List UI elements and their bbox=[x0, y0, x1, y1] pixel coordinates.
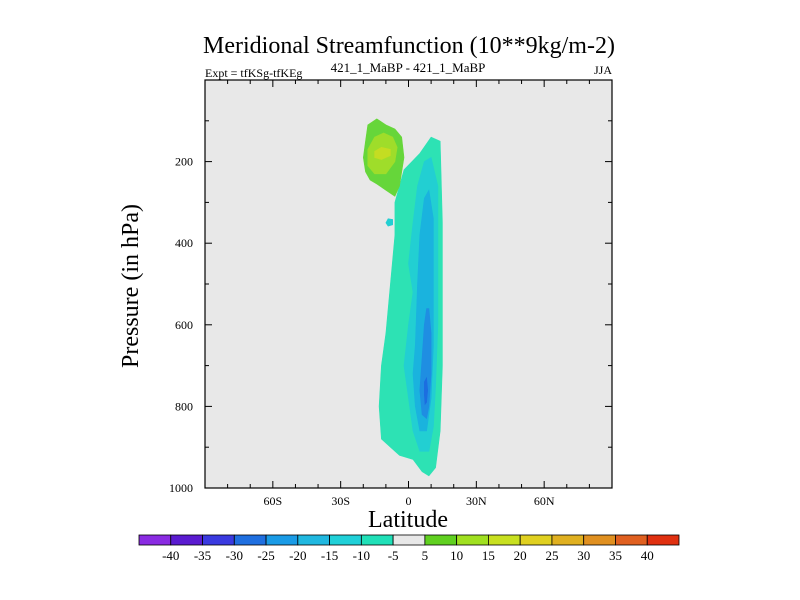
colorbar-box bbox=[615, 534, 648, 546]
contour-region-8 bbox=[423, 376, 429, 406]
y-tick-label: 200 bbox=[175, 155, 193, 169]
chart-title: Meridional Streamfunction (10**9kg/m-2) bbox=[203, 33, 615, 59]
colorbar-box bbox=[488, 534, 521, 546]
colorbar-box bbox=[551, 534, 585, 546]
colorbar-box bbox=[265, 534, 299, 546]
x-tick-label: 60S bbox=[263, 494, 282, 508]
colorbar-box bbox=[297, 534, 330, 546]
colorbar-label: -20 bbox=[289, 548, 306, 563]
subtitle-left: Expt = tfKSg-tfKEg bbox=[205, 66, 302, 80]
colorbar-label: -40 bbox=[162, 548, 179, 563]
colorbar-box bbox=[456, 534, 489, 546]
colorbar-label: -10 bbox=[353, 548, 370, 563]
colorbar-box bbox=[202, 534, 235, 546]
contour-layer bbox=[362, 118, 443, 477]
x-tick-label: 60N bbox=[534, 494, 555, 508]
colorbar-label: 25 bbox=[545, 548, 558, 563]
contour-region-7 bbox=[419, 308, 432, 420]
x-tick-label: 0 bbox=[406, 494, 412, 508]
colorbar-label: 10 bbox=[450, 548, 463, 563]
colorbar-box bbox=[583, 534, 616, 546]
colorbar-label: 15 bbox=[482, 548, 495, 563]
colorbar-box bbox=[424, 534, 458, 546]
colorbar-box bbox=[360, 534, 394, 546]
y-tick-label: 800 bbox=[175, 399, 193, 413]
colorbar: -40 -35 -30 -25 -20 -15 -10 -5 5 10 15 20 25 30 35 40 bbox=[138, 534, 680, 563]
colorbar-label: -25 bbox=[257, 548, 274, 563]
colorbar-label: 20 bbox=[514, 548, 527, 563]
colorbar-box bbox=[138, 534, 172, 546]
colorbar-box bbox=[233, 534, 267, 546]
colorbar-box bbox=[170, 534, 203, 546]
colorbar-box bbox=[646, 534, 680, 546]
x-tick-label: 30N bbox=[466, 494, 487, 508]
colorbar-label: -5 bbox=[388, 548, 399, 563]
y-tick-label: 400 bbox=[175, 236, 193, 250]
x-tick-label: 30S bbox=[331, 494, 350, 508]
contour-region-6 bbox=[374, 146, 391, 160]
contour-region-2 bbox=[385, 218, 394, 227]
colorbar-label: -30 bbox=[226, 548, 243, 563]
subtitle-center: 421_1_MaBP - 421_1_MaBP bbox=[331, 60, 486, 75]
colorbar-label: 30 bbox=[577, 548, 590, 563]
colorbar-box bbox=[519, 534, 553, 546]
colorbar-label: -35 bbox=[194, 548, 211, 563]
colorbar-box bbox=[392, 534, 426, 546]
subtitle-right: JJA bbox=[594, 63, 612, 77]
colorbar-box bbox=[329, 534, 362, 546]
y-tick-label: 1000 bbox=[169, 481, 193, 495]
y-axis: 200 400 600 800 1000 bbox=[169, 120, 612, 495]
colorbar-label: 35 bbox=[609, 548, 622, 563]
colorbar-label: -15 bbox=[321, 548, 338, 563]
y-tick-label: 600 bbox=[175, 318, 193, 332]
x-axis-label: Latitude bbox=[368, 507, 448, 533]
colorbar-label: 40 bbox=[641, 548, 654, 563]
colorbar-label: 5 bbox=[422, 548, 429, 563]
y-axis-label: Pressure (in hPa) bbox=[118, 204, 144, 368]
x-axis: 60S 30S 0 30N 60N bbox=[227, 80, 590, 508]
